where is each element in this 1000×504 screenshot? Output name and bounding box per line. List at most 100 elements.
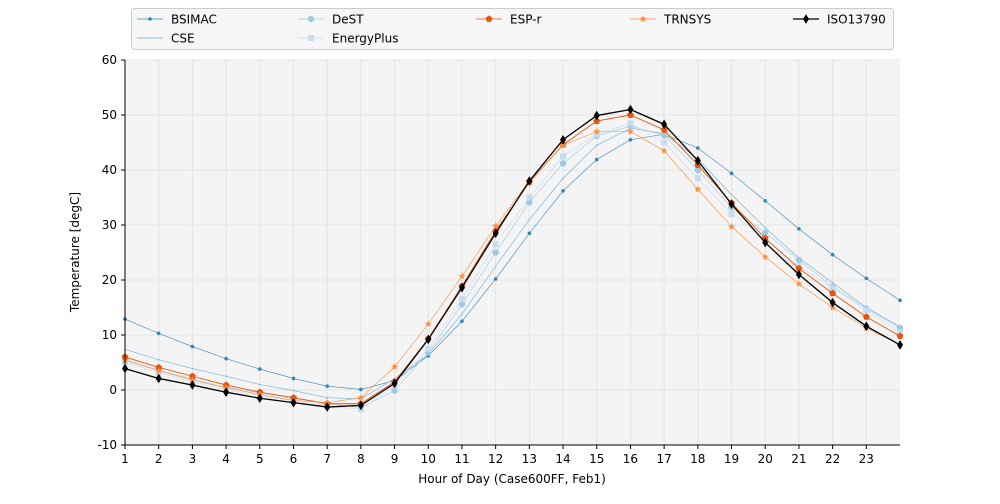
y-tick-label: 50 [102,108,117,122]
data-point-energyplus [458,296,465,303]
x-tick-label: 8 [357,452,365,466]
data-point-energyplus [897,329,903,336]
legend-marker [803,14,809,24]
legend-marker [307,15,315,23]
legend-item-energyplus: EnergyPlus [298,31,398,45]
data-point-iso13790 [391,378,398,389]
data-point-iso13790 [189,380,196,390]
data-point-iso13790 [492,228,499,239]
data-point-bsimac [898,298,902,303]
data-point-bsimac [224,356,228,361]
data-point-bsimac [493,277,498,281]
data-point-dest [660,132,668,139]
data-point-energyplus [694,175,701,182]
y-tick-label: 10 [102,328,117,342]
y-tick-label: 0 [109,383,117,397]
data-point-iso13790 [627,104,634,115]
data-point-trnsys [357,393,365,401]
x-tick-label: 15 [589,452,604,466]
x-tick-label: 11 [454,452,469,466]
data-point-cse [326,397,328,399]
data-point-cse [225,375,227,377]
legend-marker [485,15,493,22]
data-point-cse [495,265,497,267]
legend-item-trnsys: TRNSYS [630,12,711,26]
legend-item-bsimac: BSIMAC [137,12,217,26]
data-point-bsimac [359,387,363,392]
data-point-energyplus [492,241,499,248]
legend-label: DeST [332,12,364,26]
data-point-bsimac [594,157,599,162]
x-tick-label: 17 [656,452,671,466]
legend-item-cse: CSE [137,31,195,45]
data-point-trnsys [761,253,769,260]
data-point-iso13790 [762,237,769,248]
data-point-iso13790 [223,387,230,397]
data-point-energyplus [593,131,600,138]
data-point-iso13790 [425,334,432,345]
data-point-energyplus [627,120,634,127]
legend-item-dest: DeST [298,12,364,26]
data-point-bsimac [291,376,296,381]
data-point-energyplus [425,345,432,352]
legend-marker [639,15,647,23]
data-point-iso13790 [694,155,701,166]
data-point-cse [528,218,530,221]
data-point-dest [492,249,499,256]
data-point-iso13790 [795,269,802,280]
x-tick-label: 6 [290,452,298,466]
data-point-cse [562,177,564,179]
y-tick-label: 60 [102,53,117,67]
data-point-bsimac [325,384,329,388]
data-point-iso13790 [526,176,533,186]
data-point-bsimac [628,137,633,142]
data-point-energyplus [863,307,870,314]
x-tick-label: 12 [488,452,503,466]
series-cse [124,127,901,400]
legend-marker [149,37,151,39]
data-point-esp-r [795,264,803,272]
data-point-esp-r [593,117,601,124]
y-tick-label: 20 [102,273,117,287]
data-point-trnsys [694,185,702,193]
series-line-trnsys [124,131,901,403]
x-tick-label: 2 [155,452,163,466]
data-point-iso13790 [863,321,870,331]
data-point-bsimac [830,252,835,257]
data-point-energyplus [560,153,567,160]
series-line-iso13790 [124,108,901,408]
x-tick-label: 19 [724,452,739,466]
data-point-cse [259,383,261,386]
series-line-cse [124,127,901,400]
x-tick-label: 13 [522,452,537,466]
data-point-trnsys [458,272,466,280]
legend-label: TRNSYS [663,12,711,26]
data-point-dest [795,257,803,264]
data-point-dest [694,166,702,174]
data-point-iso13790 [661,119,668,130]
data-point-cse [191,367,193,370]
data-point-bsimac [797,227,801,231]
data-point-trnsys [188,376,197,384]
x-tick-label: 23 [859,452,874,466]
y-tick-label: 30 [102,218,117,232]
data-point-iso13790 [897,340,903,350]
legend: BSIMAC CSE DeST EnergyPlus ESP-r TRNSYS ISO137… [131,8,894,50]
data-point-cse [730,194,733,196]
axes: 1 2 3 4 5 6 7 8 9 10 11 12 13 14 15 16 17 18 19 20 21 22 23-10… [97,53,900,466]
data-point-trnsys [795,280,803,287]
x-tick-label: 10 [421,452,436,466]
x-tick-label: 21 [791,452,806,466]
data-point-trnsys [492,222,500,230]
data-point-esp-r [896,332,904,340]
legend-item-esp-r: ESP-r [476,12,542,26]
series-bsimac [123,132,902,392]
series-line-bsimac [124,133,901,390]
data-point-esp-r [188,372,196,380]
data-point-bsimac [527,231,532,236]
data-point-iso13790 [256,393,263,404]
x-axis-label: Hour of Day (Case600FF, Feb1) [418,472,606,486]
data-point-energyplus [155,369,162,376]
data-point-trnsys [626,127,635,135]
legend-item-iso13790: ISO13790 [793,12,886,26]
